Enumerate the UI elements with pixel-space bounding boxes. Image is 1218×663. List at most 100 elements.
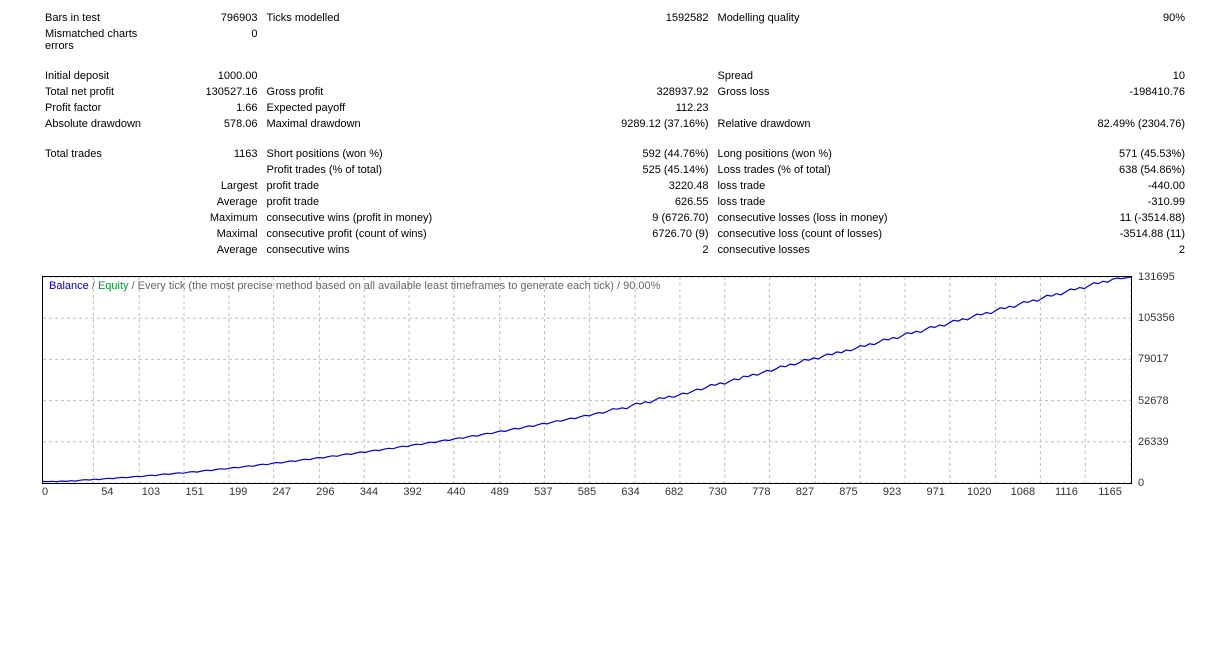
- value-max-drawdown: 9289.12 (37.16%): [551, 116, 711, 132]
- value-total-trades: 1163: [164, 146, 261, 162]
- label-max-cons-profit: consecutive profit (count of wins): [261, 226, 552, 242]
- label-largest-profit-trade: profit trade: [261, 178, 552, 194]
- x-tick-label: 247: [260, 486, 304, 498]
- label-short-positions: Short positions (won %): [261, 146, 552, 162]
- label-spread: Spread: [712, 68, 1003, 84]
- label-average: Average: [164, 194, 261, 210]
- y-tick-label: 131695: [1138, 271, 1175, 283]
- x-tick-label: 489: [478, 486, 522, 498]
- label-maximum: Maximum: [164, 210, 261, 226]
- x-tick-label: 54: [86, 486, 130, 498]
- value-total-net-profit: 130527.16: [164, 84, 261, 100]
- value-modelling-quality: 90%: [1002, 10, 1188, 26]
- x-tick-label: 103: [129, 486, 173, 498]
- label-gross-profit: Gross profit: [261, 84, 552, 100]
- label-modelling-quality: Modelling quality: [712, 10, 1003, 26]
- value-abs-drawdown: 578.06: [164, 116, 261, 132]
- value-expected-payoff: 112.23: [551, 100, 711, 116]
- value-avg-cons-wins: 2: [551, 242, 711, 258]
- x-tick-label: 875: [827, 486, 871, 498]
- label-avg-profit-trade: profit trade: [261, 194, 552, 210]
- value-profit-trades: 525 (45.14%): [551, 162, 711, 178]
- value-short-positions: 592 (44.76%): [551, 146, 711, 162]
- x-tick-label: 682: [652, 486, 696, 498]
- label-initial-deposit: Initial deposit: [42, 68, 164, 84]
- value-spread: 10: [1002, 68, 1188, 84]
- x-tick-label: 730: [696, 486, 740, 498]
- label-loss-trades: Loss trades (% of total): [712, 162, 1003, 178]
- value-max-cons-loss: -3514.88 (11): [1002, 226, 1188, 242]
- label-average-2: Average: [164, 242, 261, 258]
- chart-title-equity: Equity: [98, 280, 129, 292]
- y-axis-labels: 0263395267879017105356131695: [1132, 276, 1186, 484]
- x-tick-label: 1068: [1001, 486, 1045, 498]
- y-tick-label: 0: [1138, 477, 1144, 489]
- label-rel-drawdown: Relative drawdown: [712, 116, 1003, 132]
- value-avg-loss-trade: -310.99: [1002, 194, 1188, 210]
- y-tick-label: 52678: [1138, 395, 1169, 407]
- label-profit-factor: Profit factor: [42, 100, 164, 116]
- label-avg-cons-losses: consecutive losses: [712, 242, 1003, 258]
- y-tick-label: 26339: [1138, 436, 1169, 448]
- value-rel-drawdown: 82.49% (2304.76): [1002, 116, 1188, 132]
- label-max-cons-loss: consecutive loss (count of losses): [712, 226, 1003, 242]
- x-tick-label: 827: [783, 486, 827, 498]
- label-expected-payoff: Expected payoff: [261, 100, 552, 116]
- label-bars-in-test: Bars in test: [42, 10, 164, 26]
- value-ticks-modelled: 1592582: [551, 10, 711, 26]
- value-bars-in-test: 796903: [164, 10, 261, 26]
- label-total-net-profit: Total net profit: [42, 84, 164, 100]
- label-maximal: Maximal: [164, 226, 261, 242]
- value-largest-loss-trade: -440.00: [1002, 178, 1188, 194]
- x-tick-label: 0: [42, 486, 86, 498]
- value-max-cons-wins: 9 (6726.70): [551, 210, 711, 226]
- chart-title-rest: / Every tick (the most precise method ba…: [129, 280, 661, 292]
- label-max-drawdown: Maximal drawdown: [261, 116, 552, 132]
- value-initial-deposit: 1000.00: [164, 68, 261, 84]
- label-long-positions: Long positions (won %): [712, 146, 1003, 162]
- stats-table: Bars in test 796903 Ticks modelled 15925…: [42, 10, 1188, 258]
- x-tick-label: 1165: [1088, 486, 1132, 498]
- value-long-positions: 571 (45.53%): [1002, 146, 1188, 162]
- x-tick-label: 634: [609, 486, 653, 498]
- value-avg-cons-losses: 2: [1002, 242, 1188, 258]
- equity-chart-block: Balance / Equity / Every tick (the most …: [42, 276, 1188, 498]
- x-tick-label: 1116: [1045, 486, 1089, 498]
- value-gross-profit: 328937.92: [551, 84, 711, 100]
- label-largest: Largest: [164, 178, 261, 194]
- chart-title-balance: Balance: [49, 280, 89, 292]
- equity-chart: Balance / Equity / Every tick (the most …: [42, 276, 1132, 484]
- label-abs-drawdown: Absolute drawdown: [42, 116, 164, 132]
- label-max-cons-wins: consecutive wins (profit in money): [261, 210, 552, 226]
- label-mismatched: Mismatched charts errors: [42, 26, 164, 54]
- x-tick-label: 585: [565, 486, 609, 498]
- label-ticks-modelled: Ticks modelled: [261, 10, 552, 26]
- value-largest-profit-trade: 3220.48: [551, 178, 711, 194]
- x-tick-label: 392: [391, 486, 435, 498]
- x-tick-label: 778: [740, 486, 784, 498]
- label-largest-loss-trade: loss trade: [712, 178, 1003, 194]
- x-tick-label: 151: [173, 486, 217, 498]
- label-total-trades: Total trades: [42, 146, 164, 162]
- x-tick-label: 1020: [957, 486, 1001, 498]
- y-tick-label: 105356: [1138, 312, 1175, 324]
- x-tick-label: 296: [304, 486, 348, 498]
- value-mismatched: 0: [164, 26, 261, 54]
- x-tick-label: 923: [870, 486, 914, 498]
- value-avg-profit-trade: 626.55: [551, 194, 711, 210]
- report-wrap: Bars in test 796903 Ticks modelled 15925…: [0, 0, 1218, 268]
- y-tick-label: 79017: [1138, 353, 1169, 365]
- value-profit-factor: 1.66: [164, 100, 261, 116]
- x-tick-label: 537: [522, 486, 566, 498]
- label-gross-loss: Gross loss: [712, 84, 1003, 100]
- value-max-cons-profit: 6726.70 (9): [551, 226, 711, 242]
- value-loss-trades: 638 (54.86%): [1002, 162, 1188, 178]
- x-tick-label: 344: [347, 486, 391, 498]
- label-avg-cons-wins: consecutive wins: [261, 242, 552, 258]
- value-max-cons-losses: 11 (-3514.88): [1002, 210, 1188, 226]
- x-tick-label: 971: [914, 486, 958, 498]
- chart-title: Balance / Equity / Every tick (the most …: [49, 280, 660, 292]
- value-gross-loss: -198410.76: [1002, 84, 1188, 100]
- x-axis-labels: 0541031511992472963443924404895375856346…: [42, 484, 1132, 498]
- label-avg-loss-trade: loss trade: [712, 194, 1003, 210]
